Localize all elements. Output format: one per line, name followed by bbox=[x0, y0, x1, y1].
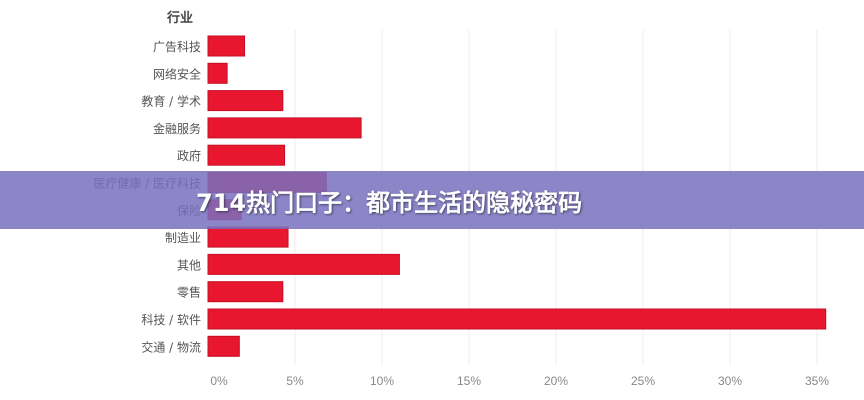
x-tick-label: 15% bbox=[457, 374, 481, 388]
category-label: 制造业 bbox=[165, 231, 201, 245]
bar bbox=[207, 253, 400, 275]
x-tick-label: 35% bbox=[805, 374, 829, 388]
category-label: 教育 / 学术 bbox=[141, 94, 201, 109]
x-tick-label: 30% bbox=[718, 374, 742, 388]
x-tick-label: 5% bbox=[286, 374, 304, 388]
bar bbox=[207, 335, 240, 357]
x-tick-label: 0% bbox=[210, 374, 228, 388]
x-tick-label: 20% bbox=[544, 374, 568, 388]
category-label: 政府 bbox=[177, 148, 201, 163]
bar bbox=[207, 144, 286, 166]
bar bbox=[207, 308, 827, 330]
category-label: 广告科技 bbox=[153, 40, 201, 54]
bar bbox=[207, 281, 284, 303]
bar bbox=[207, 62, 228, 84]
category-label: 网络安全 bbox=[153, 66, 201, 81]
bar bbox=[207, 226, 289, 248]
banner-title: 714热门口子：都市生活的隐秘密码 bbox=[196, 189, 583, 217]
bar bbox=[207, 117, 362, 139]
x-tick-label: 10% bbox=[370, 374, 394, 388]
title-banner: 714热门口子：都市生活的隐秘密码 bbox=[0, 171, 864, 229]
bar bbox=[207, 90, 284, 112]
x-tick-label: 25% bbox=[631, 374, 655, 388]
category-label: 金融服务 bbox=[153, 121, 201, 136]
category-label: 交通 / 物流 bbox=[141, 339, 201, 354]
category-label: 零售 bbox=[177, 285, 201, 300]
category-label: 其他 bbox=[177, 258, 201, 272]
category-label: 科技 / 软件 bbox=[141, 313, 201, 327]
category-header: 行业 bbox=[166, 10, 193, 26]
bar bbox=[207, 35, 246, 57]
